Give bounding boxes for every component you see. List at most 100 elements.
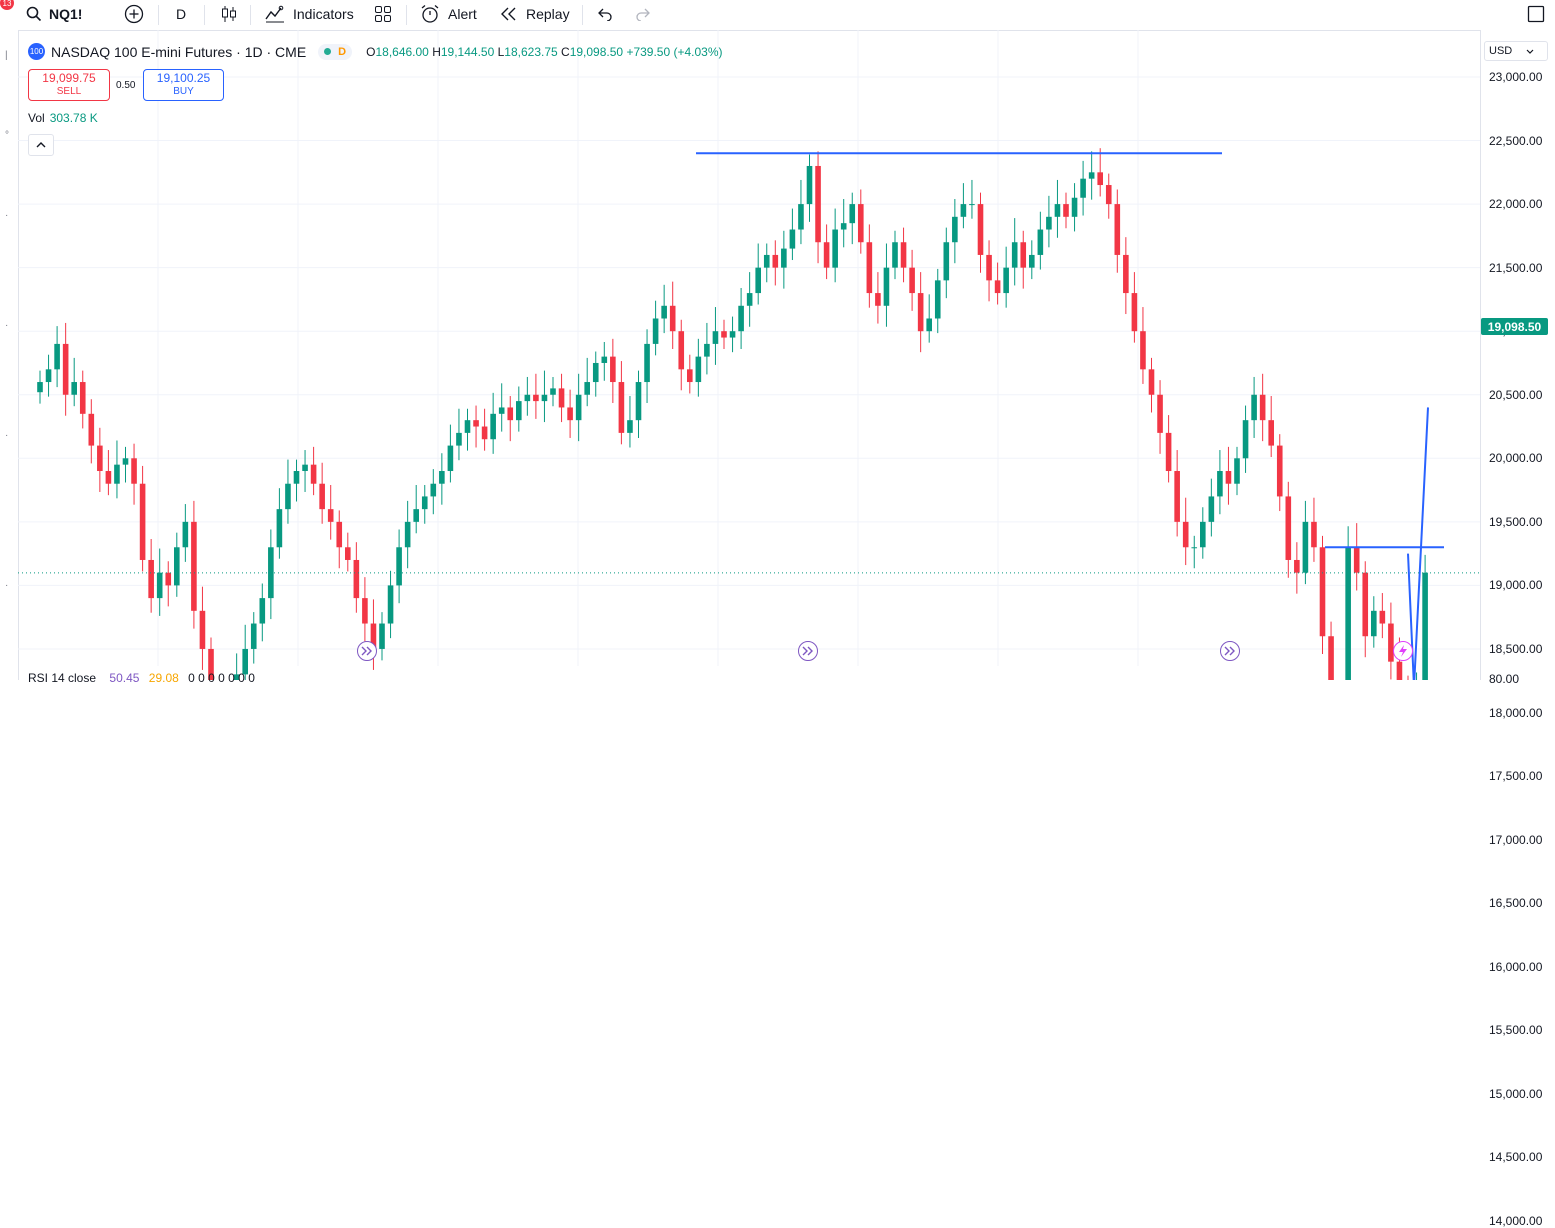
volume-label: Vol [28, 111, 45, 125]
close-label: C [561, 44, 570, 59]
candle-body [635, 382, 642, 421]
candle-body [88, 413, 95, 446]
candle-body [627, 420, 633, 433]
price-axis-label: 23,000.00 [1489, 70, 1543, 84]
candle-body [661, 305, 667, 319]
currency-selector[interactable]: USD [1484, 41, 1548, 61]
candle-body [1345, 547, 1351, 680]
candle-body [900, 242, 907, 268]
candle-body [114, 464, 120, 484]
candle-body [413, 509, 419, 522]
candle-body [293, 471, 300, 484]
candle-body [618, 382, 625, 433]
candle-body [285, 483, 291, 510]
undo-button[interactable] [597, 0, 613, 28]
redo-button[interactable] [635, 0, 651, 28]
candles-icon [222, 6, 236, 22]
candle-body [550, 388, 556, 395]
drawing-tool[interactable]: · [5, 580, 9, 591]
candle-body [610, 356, 616, 383]
candle-body [1097, 172, 1103, 186]
toolbar-divider [158, 5, 159, 25]
spread-value: 0.50 [116, 80, 136, 91]
market-status-pill[interactable]: D [318, 43, 353, 60]
legend-title[interactable]: NASDAQ 100 E-mini Futures · 1D · CME [51, 43, 307, 60]
collapse-legend-button[interactable] [28, 134, 54, 156]
candle-body [678, 331, 685, 370]
open-value: 18,646.00 [375, 44, 429, 59]
rewind-icon [501, 7, 516, 21]
symbol-search[interactable]: NQ1! [26, 0, 82, 28]
candle-body [1140, 331, 1146, 370]
candle-body [652, 318, 659, 344]
candles [37, 148, 1428, 680]
trend-drawings[interactable] [18, 152, 1480, 680]
price-axis-label: 80.00 [1489, 672, 1520, 686]
candle-body [926, 318, 932, 332]
price-chart[interactable] [18, 30, 1480, 680]
drawing-tool[interactable]: · [5, 210, 9, 221]
buy-button[interactable]: 19,100.25 BUY [143, 69, 224, 101]
price-axis[interactable] [1480, 30, 1555, 680]
notification-count: 13 [0, 0, 14, 10]
price-axis-label: 16,500.00 [1489, 896, 1543, 911]
candle-body [789, 229, 796, 249]
rsi-value-2: 29.08 [148, 671, 179, 685]
event-marker-lightning-icon[interactable] [1393, 641, 1413, 661]
candle-body [1080, 178, 1086, 198]
candle-body [1003, 267, 1009, 294]
toolbar-divider [406, 5, 407, 25]
candle-body [738, 305, 744, 332]
price-axis-label: 21,500.00 [1489, 260, 1543, 275]
candle-body [763, 254, 770, 268]
chart-type-button[interactable] [220, 0, 238, 28]
candle-body [746, 293, 753, 306]
candle-body [866, 242, 873, 294]
interval-button[interactable]: D [176, 0, 186, 28]
candle-body [840, 223, 847, 230]
candle-body [276, 509, 283, 548]
candle-body [969, 204, 975, 206]
candle-body [191, 521, 197, 611]
candle-body [1123, 254, 1129, 294]
candle-body [319, 483, 325, 510]
candle-body [148, 559, 154, 599]
candle-body [695, 356, 702, 383]
candle-body [464, 420, 471, 433]
fullscreen-button[interactable] [1527, 0, 1545, 28]
candle-body [456, 432, 462, 446]
sell-button[interactable]: 19,099.75 SELL [28, 69, 110, 101]
candle-body [1294, 559, 1300, 573]
drawing-tool[interactable]: | [5, 50, 8, 61]
redo-icon [636, 8, 650, 21]
layouts-button[interactable] [374, 0, 392, 28]
candle-body [250, 623, 257, 649]
replay-button[interactable]: Replay [500, 0, 570, 28]
candle-body [558, 388, 565, 408]
drawing-tool[interactable]: · [5, 430, 9, 441]
candle-body [54, 343, 60, 370]
notification-badge[interactable]: 13 [0, 0, 14, 10]
candle-body [233, 674, 240, 680]
event-marker-fast-forward-icon[interactable] [357, 641, 377, 661]
drawing-tool[interactable]: ° [5, 130, 9, 141]
indicators-button[interactable]: Indicators [265, 0, 354, 28]
drawing-tool[interactable]: · [5, 320, 9, 331]
candle-body [781, 248, 787, 268]
candle-body [815, 165, 821, 243]
event-marker-fast-forward-icon[interactable] [1220, 641, 1240, 661]
candle-body [1311, 521, 1317, 548]
candle-body [584, 382, 590, 395]
undo-icon [598, 8, 612, 21]
candle-body [1242, 420, 1249, 459]
candle-body [1285, 496, 1292, 560]
compare-symbol-button[interactable] [124, 0, 144, 28]
candle-body [1054, 204, 1061, 217]
rsi-label[interactable]: RSI 14 close [28, 671, 97, 685]
candle-body [336, 521, 343, 548]
candle-body [71, 382, 77, 395]
chevron-up-icon [36, 142, 46, 148]
event-marker-fast-forward-icon[interactable] [798, 641, 818, 661]
projection-path [1407, 407, 1429, 680]
alert-button[interactable]: Alert [420, 0, 477, 28]
